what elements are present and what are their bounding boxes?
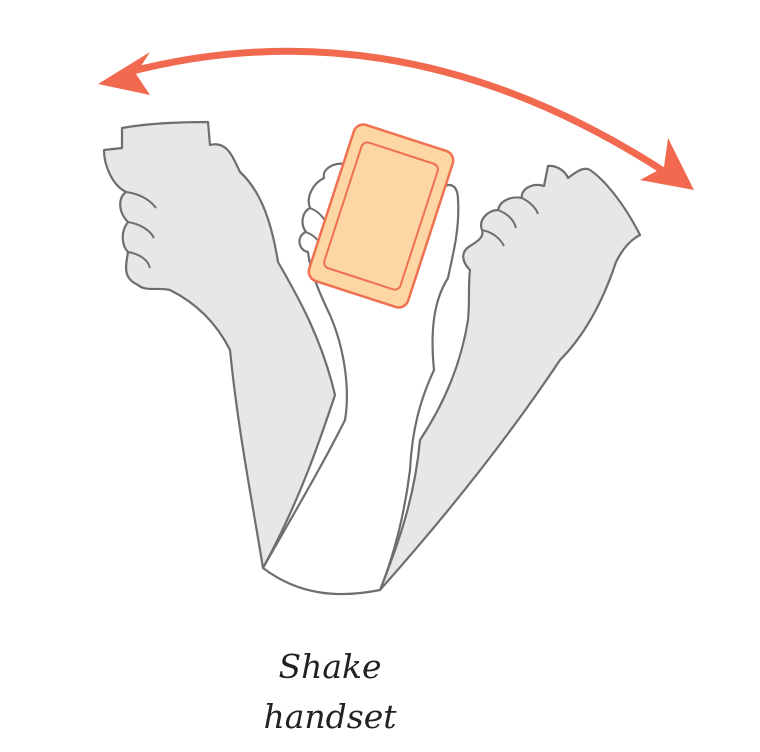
left-ghost-arm-icon	[102, 120, 337, 570]
double-arrow-icon	[98, 47, 694, 190]
right-ghost-arm-icon	[378, 164, 642, 592]
caption-line-1: Shake	[278, 647, 382, 686]
caption-line-2: handset	[263, 697, 397, 736]
phone-handset-icon	[307, 123, 455, 309]
shake-gesture-illustration	[98, 47, 694, 596]
